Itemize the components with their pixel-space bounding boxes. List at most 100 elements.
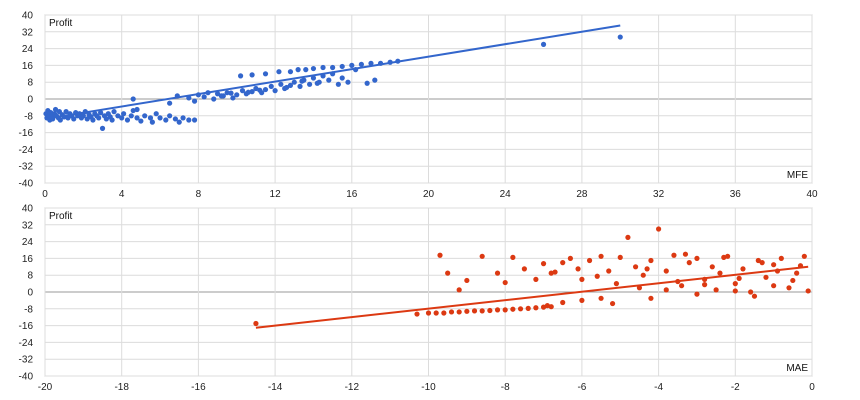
chart0-data-point: [349, 62, 355, 68]
chart0-data-point: [303, 67, 309, 73]
chart1-data-point: [560, 299, 566, 306]
chart1-data-point: [759, 260, 765, 266]
chart1-data-point: [441, 310, 447, 316]
chart0-x-tick-label: 12: [270, 189, 282, 200]
chart1-x-tick-label: -6: [577, 382, 586, 393]
chart1-data-point: [702, 282, 708, 288]
chart1-data-point: [544, 303, 550, 309]
chart1-data-point: [694, 291, 700, 297]
chart1-x-tick-label: -4: [654, 382, 663, 393]
chart0-data-point: [310, 65, 317, 72]
chart1-data-point: [736, 275, 742, 281]
chart1-data-point: [525, 305, 531, 311]
chart0-data-point: [278, 81, 284, 87]
chart1-y-tick-label: 0: [27, 288, 33, 299]
chart1-y-tick-label: -8: [24, 304, 33, 315]
chart0-data-point: [284, 84, 290, 91]
chart0-y-tick-label: 32: [22, 27, 34, 38]
chart0-y-tick-label: 16: [22, 61, 34, 72]
chart0-data-point: [364, 80, 370, 86]
chart0-data-point: [191, 98, 198, 104]
chart1-data-point: [717, 270, 723, 276]
chart1-x-tick-label: -8: [501, 382, 510, 393]
chart1-data-point: [253, 320, 259, 327]
chart0-trendline: [44, 24, 621, 120]
chart1-data-point: [510, 306, 516, 312]
chart1-data-point: [694, 255, 700, 261]
chart0-y-tick-label: 8: [27, 78, 33, 89]
chart0-data-point: [345, 79, 351, 85]
chart1-data-point: [606, 268, 612, 274]
chart0-data-point: [153, 111, 159, 117]
chart1-y-tick-label: 8: [27, 271, 33, 282]
chart0-data-point: [310, 75, 317, 81]
chart1-data-point: [494, 307, 501, 313]
chart1-data-point: [552, 269, 558, 275]
chart0-data-point: [268, 83, 274, 89]
chart1-y-tick-label: -40: [19, 372, 34, 383]
chart0-data-point: [287, 69, 294, 75]
chart1-data-point: [732, 281, 738, 287]
chart0-x-tick-label: 4: [119, 189, 125, 200]
chart0-data-point: [124, 117, 131, 123]
chart1-data-point: [502, 279, 508, 286]
chart0-data-point: [276, 69, 282, 75]
chart0-data-point: [121, 111, 127, 117]
chart1-data-point: [510, 254, 516, 260]
chart0-data-point: [320, 64, 326, 71]
chart1-data-point: [644, 266, 650, 272]
chart1-data-point: [682, 251, 689, 257]
chart0-data-point: [134, 106, 140, 113]
chart0-data-point: [358, 61, 364, 67]
chart0-data-point: [287, 82, 294, 88]
chart0-data-point: [172, 116, 178, 122]
chart1-data-point: [679, 283, 685, 289]
chart0-data-point: [201, 94, 207, 100]
chart0-data-point: [57, 117, 63, 123]
chart1-data-point: [521, 266, 527, 272]
chart1-data-point: [625, 234, 631, 240]
chart0-data-point: [214, 91, 221, 97]
chart0-x-tick-label: 8: [196, 189, 202, 200]
chart0-data-point: [372, 77, 378, 83]
chart0-data-point: [234, 92, 240, 98]
chart1-x-tick-label: -12: [345, 382, 360, 393]
chart1-data-point: [663, 268, 669, 274]
chart1-data-point: [487, 307, 493, 314]
chart0-data-point: [249, 89, 255, 95]
chart1-y-tick-label: 16: [22, 254, 34, 265]
chart0-data-point: [130, 96, 136, 102]
chart1-data-point: [732, 288, 738, 294]
chart1-data-point: [445, 270, 451, 276]
chart0-data-point: [138, 118, 144, 124]
chart0-data-point: [71, 116, 77, 122]
chart0-x-tick-label: 0: [42, 189, 48, 200]
chart1-data-point: [456, 309, 462, 315]
chart0-data-point: [180, 115, 186, 121]
chart1-y-tick-label: 32: [22, 220, 34, 231]
chart0-data-point: [109, 117, 115, 123]
chart0-data-point: [98, 110, 104, 116]
chart1-y-tick-label: 40: [22, 204, 34, 215]
chart1-data-point: [771, 283, 777, 289]
chart1-data-point: [414, 311, 420, 317]
chart1-data-point: [709, 264, 715, 270]
chart0-data-point: [230, 95, 236, 101]
chart0-data-point: [80, 113, 86, 119]
chart0-data-point: [211, 96, 217, 102]
chart0-data-point: [147, 115, 154, 121]
chart0-data-point: [540, 41, 547, 48]
chart0-data-point: [330, 64, 336, 71]
chart0-y-tick-label: -24: [19, 145, 34, 156]
chart0-data-point: [119, 115, 125, 121]
chart0-data-point: [617, 34, 623, 40]
chart0-data-point: [134, 115, 140, 121]
chart1-y-tick-label: -24: [19, 338, 34, 349]
chart1-data-point: [464, 308, 470, 314]
chart0-data-point: [368, 60, 374, 66]
chart0-x-axis-label: MFE: [787, 170, 808, 181]
chart0-data-point: [295, 67, 301, 73]
chart0-y-tick-label: -8: [24, 111, 33, 122]
chart1-data-point: [594, 273, 600, 279]
